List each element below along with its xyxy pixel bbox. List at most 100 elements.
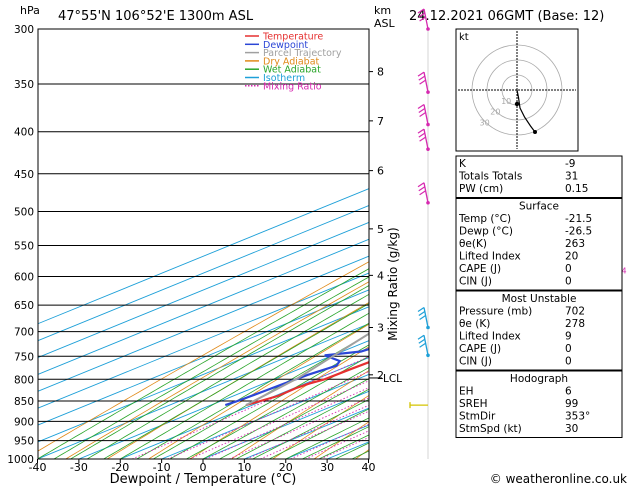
- isotherm-line: [38, 272, 369, 409]
- pressure-tick-label: 650: [14, 300, 34, 312]
- wet-adiabat-line: [252, 398, 369, 459]
- index-value: 6: [565, 386, 572, 398]
- wind-barb-feather: [418, 108, 426, 114]
- isotherm-line: [38, 205, 369, 342]
- km-tick-label: 7: [377, 115, 384, 128]
- index-value: 0.15: [565, 183, 588, 195]
- hodograph-ring-label: 10: [501, 97, 511, 106]
- x-tick-label: 10: [237, 461, 251, 474]
- hodograph-endpoint: [533, 130, 537, 134]
- index-value: 0: [565, 356, 572, 368]
- pressure-tick-label: 550: [14, 241, 34, 253]
- wind-barb-dot: [426, 200, 430, 205]
- wind-barb: [409, 402, 428, 409]
- copyright-footer: © weatheronline.co.uk: [490, 472, 627, 486]
- wind-barb: [417, 104, 430, 127]
- index-label: Totals Totals: [458, 171, 522, 183]
- indices-block: [455, 155, 623, 198]
- wet-adiabat-line: [136, 322, 369, 459]
- isotherm-line: [38, 289, 369, 426]
- wind-barb-dot: [426, 122, 430, 127]
- x-tick-label: 30: [320, 461, 334, 474]
- isotherm-line: [38, 323, 369, 459]
- index-value: 0: [565, 276, 572, 288]
- hpa-unit-label: hPa: [20, 4, 40, 17]
- pressure-tick-label: 350: [14, 79, 34, 91]
- legend-label: Isotherm: [263, 73, 305, 84]
- profile-series: [224, 332, 369, 407]
- wind-barb-feather: [418, 338, 426, 344]
- hodograph-trace: [516, 89, 536, 133]
- wind-barb-staff: [423, 71, 429, 93]
- indices-block-title: Most Unstable: [502, 293, 577, 305]
- x-tick-label: -40: [29, 461, 47, 474]
- index-label: CAPE (J): [459, 263, 501, 275]
- location-title: 47°55'N 106°52'E 1300m ASL: [58, 9, 254, 24]
- legend-label: Dry Adiabat: [263, 56, 320, 67]
- mixing-ratio-line: [290, 423, 369, 459]
- wind-barb-staff: [423, 182, 429, 203]
- km-unit-label: km: [374, 4, 391, 17]
- km-tick-label: 6: [377, 165, 384, 178]
- index-label: θe (K): [459, 318, 490, 330]
- indices-block: [455, 198, 623, 291]
- wind-barb-feather: [418, 12, 426, 18]
- pressure-tick-label: 850: [14, 396, 34, 408]
- x-tick-label: 0: [200, 461, 207, 474]
- index-label: Dewp (°C): [459, 226, 513, 238]
- index-label: K: [459, 158, 467, 170]
- pressure-tick-label: 1000: [7, 454, 34, 466]
- indices-block: [455, 290, 623, 371]
- isotherm-line: [38, 306, 369, 443]
- asl-unit-label: ASL: [374, 17, 396, 30]
- legend-label: Parcel Trajectory: [263, 48, 342, 59]
- wind-barb-feather: [417, 128, 425, 134]
- wind-barb: [417, 71, 430, 94]
- pressure-tick-label: 300: [14, 24, 34, 36]
- km-tick-label: 4: [377, 269, 384, 282]
- wet-adiabat-line: [235, 388, 369, 459]
- wet-adiabat-line: [120, 312, 369, 459]
- pressure-tick-label: 900: [14, 416, 34, 428]
- wind-barb-staff: [423, 104, 429, 125]
- dry-adiabat-line: [148, 323, 369, 459]
- wet-adiabat-line: [169, 344, 369, 459]
- pressure-tick-label: 400: [14, 127, 34, 139]
- x-tick-label: -10: [153, 461, 171, 474]
- wind-barb-feather: [417, 307, 425, 313]
- wind-barb-feather: [417, 8, 425, 14]
- wet-adiabat-line: [202, 367, 369, 459]
- wet-adiabat-line: [153, 333, 369, 459]
- index-label: EH: [459, 386, 474, 398]
- wind-barb-staff: [423, 129, 429, 150]
- indices-block-title: Hodograph: [510, 373, 568, 385]
- hodograph-unit-label: kt: [459, 32, 469, 43]
- index-label: CIN (J): [459, 356, 492, 368]
- legend-label: Temperature: [262, 32, 323, 43]
- wind-barb-feather: [418, 75, 426, 81]
- wind-barb-feather: [417, 104, 425, 110]
- index-value: 31: [565, 171, 578, 183]
- mixing-ratio-label: 4: [622, 267, 627, 276]
- legend-label: Dewpoint: [263, 40, 308, 51]
- x-tick-label: 20: [279, 461, 293, 474]
- wind-barb-dot: [426, 27, 430, 31]
- isotherm-line: [38, 221, 369, 358]
- mixing-ratio-line: [305, 430, 369, 459]
- pressure-tick-label: 450: [14, 169, 34, 181]
- pressure-tick-label: 750: [14, 351, 34, 363]
- wind-barb: [417, 8, 430, 31]
- km-tick-label: 8: [377, 66, 384, 79]
- index-value: 0: [565, 343, 572, 355]
- index-value: 0: [565, 263, 572, 275]
- pressure-axis: 300 350 400 450 500 550 600 650 700 750 800 850 900 9…: [7, 24, 34, 466]
- wind-barb-dot: [426, 353, 430, 358]
- index-label: StmSpd (kt): [459, 423, 522, 435]
- pressure-tick-label: 500: [14, 206, 34, 218]
- x-tick-label: 40: [362, 461, 376, 474]
- wind-barb-feather: [417, 334, 425, 340]
- wind-barb-feather: [419, 79, 426, 85]
